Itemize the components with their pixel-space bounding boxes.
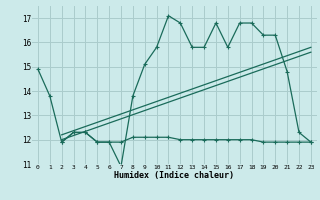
X-axis label: Humidex (Indice chaleur): Humidex (Indice chaleur) [115, 171, 234, 180]
